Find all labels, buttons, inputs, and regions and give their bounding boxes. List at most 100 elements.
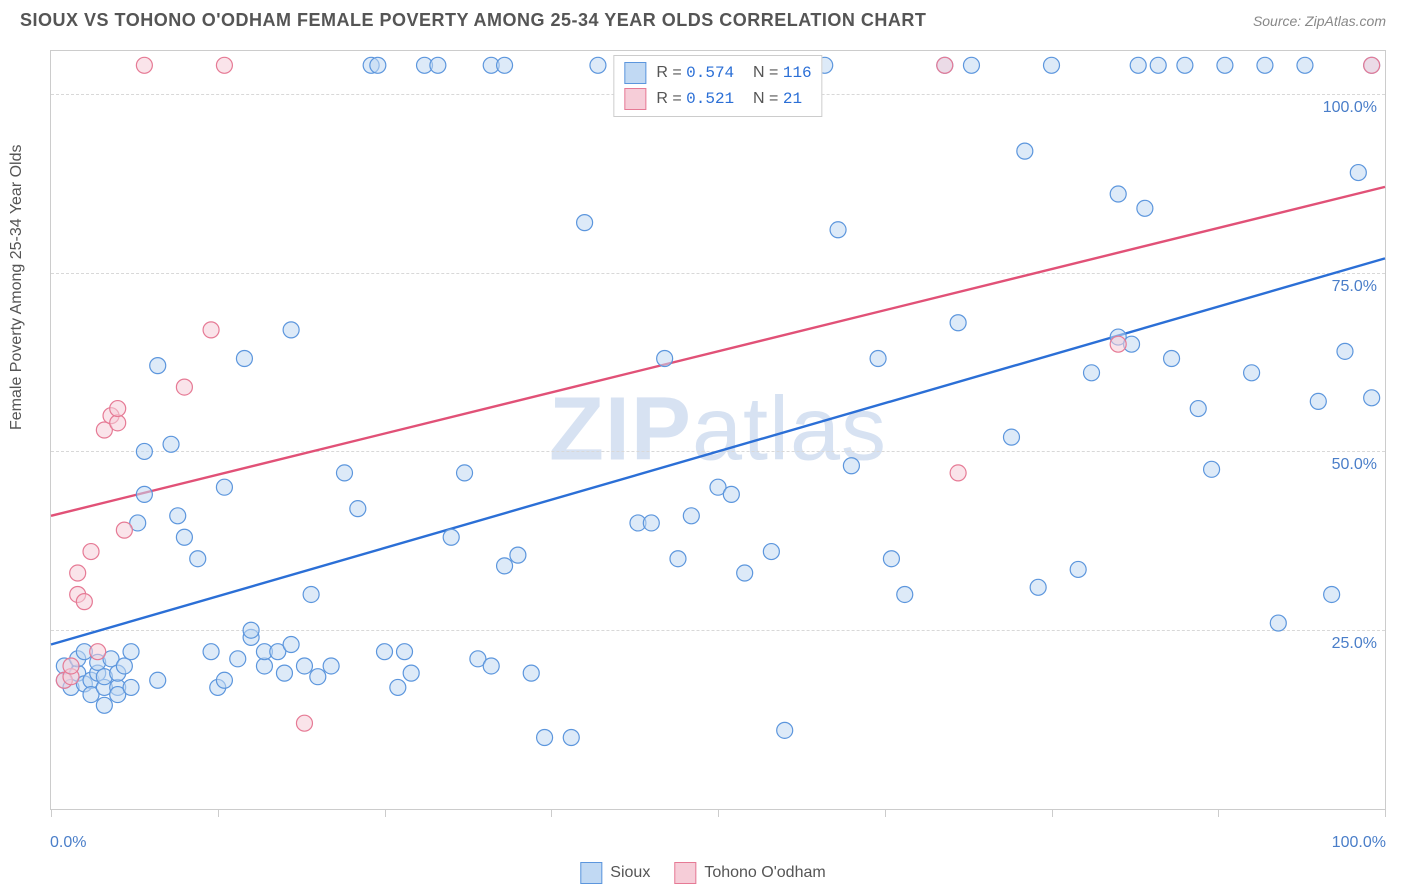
data-point — [1017, 143, 1033, 159]
data-point — [643, 515, 659, 531]
source-label: Source: ZipAtlas.com — [1253, 13, 1386, 29]
x-tick — [1385, 809, 1386, 817]
x-tick — [551, 809, 552, 817]
x-tick — [51, 809, 52, 817]
chart-area: ZIPatlas 25.0%50.0%75.0%100.0% R = 0.574… — [50, 50, 1386, 810]
x-max-label: 100.0% — [1332, 834, 1386, 852]
data-point — [350, 501, 366, 517]
legend-label: Tohono O'odham — [704, 864, 825, 882]
data-point — [1310, 393, 1326, 409]
data-point — [830, 222, 846, 238]
data-point — [1003, 429, 1019, 445]
data-point — [236, 350, 252, 366]
data-point — [110, 415, 126, 431]
data-point — [723, 486, 739, 502]
data-point — [216, 57, 232, 73]
data-point — [1324, 586, 1340, 602]
data-point — [1217, 57, 1233, 73]
data-point — [176, 529, 192, 545]
data-point — [950, 465, 966, 481]
legend-r-label: R = 0.574 — [656, 64, 734, 82]
chart-title: SIOUX VS TOHONO O'ODHAM FEMALE POVERTY A… — [20, 10, 926, 31]
regression-line — [51, 258, 1385, 644]
data-point — [136, 57, 152, 73]
data-point — [1257, 57, 1273, 73]
data-point — [777, 722, 793, 738]
legend-item: Tohono O'odham — [674, 862, 825, 884]
data-point — [430, 57, 446, 73]
legend-item: Sioux — [580, 862, 650, 884]
data-point — [563, 729, 579, 745]
data-point — [1270, 615, 1286, 631]
data-point — [950, 315, 966, 331]
data-point — [83, 544, 99, 560]
data-point — [1150, 57, 1166, 73]
data-point — [136, 486, 152, 502]
data-point — [763, 544, 779, 560]
data-point — [110, 401, 126, 417]
data-point — [497, 57, 513, 73]
data-point — [1130, 57, 1146, 73]
legend-swatch — [624, 88, 646, 110]
data-point — [176, 379, 192, 395]
x-tick — [718, 809, 719, 817]
data-point — [296, 658, 312, 674]
data-point — [1244, 365, 1260, 381]
data-point — [1177, 57, 1193, 73]
legend-row: R = 0.521 N = 21 — [624, 86, 811, 112]
data-point — [216, 479, 232, 495]
data-point — [843, 458, 859, 474]
data-point — [443, 529, 459, 545]
data-point — [577, 215, 593, 231]
x-tick — [385, 809, 386, 817]
data-point — [497, 558, 513, 574]
data-point — [963, 57, 979, 73]
legend-r-label: R = 0.521 — [656, 90, 734, 108]
data-point — [310, 669, 326, 685]
data-point — [123, 679, 139, 695]
data-point — [150, 358, 166, 374]
data-point — [116, 522, 132, 538]
data-point — [1337, 343, 1353, 359]
data-point — [190, 551, 206, 567]
data-point — [377, 644, 393, 660]
data-point — [1137, 200, 1153, 216]
data-point — [76, 594, 92, 610]
data-point — [203, 322, 219, 338]
data-point — [657, 350, 673, 366]
data-point — [897, 586, 913, 602]
data-point — [737, 565, 753, 581]
data-point — [397, 644, 413, 660]
data-point — [1070, 561, 1086, 577]
data-point — [1204, 461, 1220, 477]
legend-n-label: N = 116 — [744, 64, 812, 82]
data-point — [283, 637, 299, 653]
data-point — [390, 679, 406, 695]
data-point — [1364, 390, 1380, 406]
x-min-label: 0.0% — [50, 834, 86, 852]
data-point — [96, 697, 112, 713]
x-tick — [218, 809, 219, 817]
data-point — [150, 672, 166, 688]
data-point — [1350, 165, 1366, 181]
data-point — [510, 547, 526, 563]
data-point — [870, 350, 886, 366]
scatter-plot — [51, 51, 1385, 809]
correlation-legend: R = 0.574 N = 116 R = 0.521 N = 21 — [613, 55, 822, 117]
data-point — [370, 57, 386, 73]
legend-swatch — [674, 862, 696, 884]
data-point — [1297, 57, 1313, 73]
y-axis-label: Female Poverty Among 25-34 Year Olds — [8, 145, 26, 431]
data-point — [1164, 350, 1180, 366]
data-point — [883, 551, 899, 567]
x-tick — [885, 809, 886, 817]
legend-n-label: N = 21 — [744, 90, 802, 108]
data-point — [1110, 336, 1126, 352]
regression-line — [51, 187, 1385, 516]
legend-swatch — [624, 62, 646, 84]
data-point — [163, 436, 179, 452]
data-point — [230, 651, 246, 667]
data-point — [63, 658, 79, 674]
x-tick — [1218, 809, 1219, 817]
x-tick — [1052, 809, 1053, 817]
